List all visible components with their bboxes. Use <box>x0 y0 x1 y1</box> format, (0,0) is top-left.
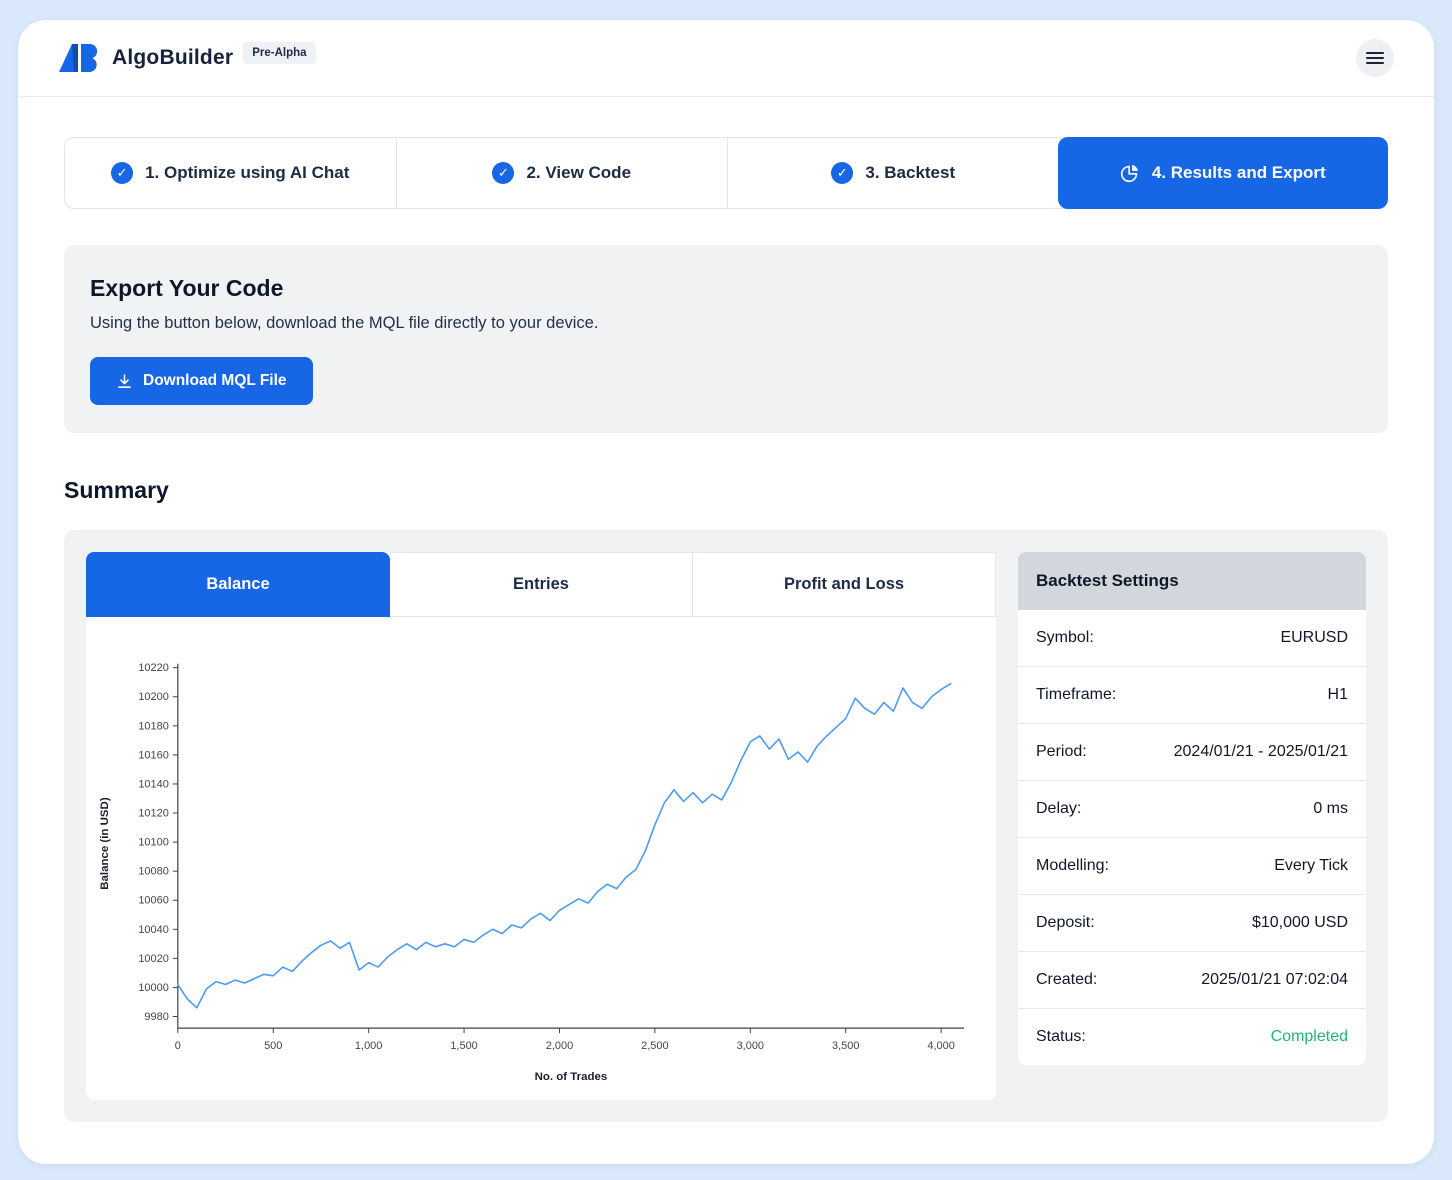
balance-chart-svg: 9980 10000 10020 10040 10060 10080 10100 10120 1… <box>99 662 965 1083</box>
step-label: 1. Optimize using AI Chat <box>145 163 350 182</box>
step-nav: ✓ 1. Optimize using AI Chat ✓ 2. View Co… <box>64 137 1388 209</box>
row-label: Created: <box>1036 971 1098 988</box>
chart-tabs: Balance Entries Profit and Loss <box>86 552 996 617</box>
row-value: 2025/01/21 07:02:04 <box>1201 971 1348 988</box>
row-value: EURUSD <box>1280 629 1348 646</box>
menu-button[interactable] <box>1356 39 1394 77</box>
tab-balance[interactable]: Balance <box>86 552 390 617</box>
svg-text:0: 0 <box>175 1040 181 1052</box>
svg-text:10160: 10160 <box>138 749 169 761</box>
row-label: Delay: <box>1036 800 1082 817</box>
row-value: H1 <box>1327 686 1348 703</box>
export-description: Using the button below, download the MQL… <box>90 314 599 332</box>
algobuilder-logo-icon <box>59 44 98 72</box>
row-value: 0 ms <box>1313 800 1348 817</box>
svg-text:No. of Trades: No. of Trades <box>535 1071 608 1083</box>
export-section: Export Your Code Using the button below,… <box>64 245 1388 433</box>
settings-row-symbol: Symbol: EURUSD <box>1018 610 1366 667</box>
settings-row-period: Period: 2024/01/21 - 2025/01/21 <box>1018 724 1366 781</box>
backtest-settings-panel: Backtest Settings Symbol: EURUSD Timefra… <box>1018 552 1366 1065</box>
settings-row-modelling: Modelling: Every Tick <box>1018 838 1366 895</box>
tab-profit-loss[interactable]: Profit and Loss <box>693 552 996 617</box>
download-button-label: Download MQL File <box>143 372 287 389</box>
svg-text:10100: 10100 <box>138 837 169 849</box>
svg-text:10140: 10140 <box>138 778 169 790</box>
backtest-settings-title: Backtest Settings <box>1018 552 1366 610</box>
svg-text:10040: 10040 <box>138 924 169 936</box>
chart-card: Balance Entries Profit and Loss 9980 1000… <box>86 552 996 1100</box>
row-label: Period: <box>1036 743 1087 760</box>
app-title: AlgoBuilder <box>112 46 234 69</box>
balance-chart: 9980 10000 10020 10040 10060 10080 10100 10120 1… <box>86 617 996 1100</box>
app-header: AlgoBuilder Pre-Alpha <box>18 20 1434 97</box>
svg-text:3,500: 3,500 <box>832 1040 859 1052</box>
settings-row-created: Created: 2025/01/21 07:02:04 <box>1018 952 1366 1009</box>
export-title: Export Your Code <box>90 275 284 301</box>
svg-text:10120: 10120 <box>138 808 169 820</box>
row-value: Every Tick <box>1274 857 1348 874</box>
download-icon <box>118 373 131 388</box>
svg-text:10080: 10080 <box>138 866 169 878</box>
svg-text:10220: 10220 <box>138 662 169 674</box>
step-label: 2. View Code <box>526 163 632 182</box>
brand: AlgoBuilder Pre-Alpha <box>58 42 316 73</box>
hamburger-icon <box>1366 52 1384 64</box>
download-mql-button[interactable]: Download MQL File <box>90 357 313 405</box>
svg-text:Balance (in USD): Balance (in USD) <box>99 797 111 890</box>
row-label: Modelling: <box>1036 857 1109 874</box>
pie-chart-icon <box>1120 163 1140 183</box>
svg-text:4,000: 4,000 <box>927 1040 954 1052</box>
step-label: 3. Backtest <box>865 163 956 182</box>
settings-row-timeframe: Timeframe: H1 <box>1018 667 1366 724</box>
step-backtest[interactable]: ✓ 3. Backtest <box>727 138 1059 208</box>
check-circle-icon: ✓ <box>111 162 134 184</box>
row-label: Deposit: <box>1036 914 1095 931</box>
svg-text:10200: 10200 <box>138 691 169 703</box>
settings-row-status: Status: Completed <box>1018 1009 1366 1065</box>
pre-alpha-badge: Pre-Alpha <box>243 42 316 64</box>
svg-text:9980: 9980 <box>144 1011 168 1023</box>
svg-text:500: 500 <box>264 1040 282 1052</box>
svg-text:10020: 10020 <box>138 953 169 965</box>
svg-text:10060: 10060 <box>138 895 169 907</box>
row-label: Timeframe: <box>1036 686 1117 703</box>
summary-section: Balance Entries Profit and Loss 9980 1000… <box>64 530 1388 1122</box>
summary-title: Summary <box>64 477 169 503</box>
settings-row-delay: Delay: 0 ms <box>1018 781 1366 838</box>
row-value: $10,000 USD <box>1251 914 1348 931</box>
tab-entries[interactable]: Entries <box>390 552 693 617</box>
svg-text:2,500: 2,500 <box>641 1040 668 1052</box>
svg-text:1,500: 1,500 <box>450 1040 477 1052</box>
step-results-export[interactable]: 4. Results and Export <box>1057 137 1388 209</box>
check-circle-icon: ✓ <box>492 162 515 184</box>
main-content: ✓ 1. Optimize using AI Chat ✓ 2. View Co… <box>18 137 1434 1164</box>
row-label: Symbol: <box>1036 629 1094 646</box>
step-view-code[interactable]: ✓ 2. View Code <box>395 138 728 208</box>
svg-text:10180: 10180 <box>138 720 169 732</box>
app-window: AlgoBuilder Pre-Alpha ✓ 1. Optimize u <box>18 20 1434 1164</box>
svg-text:3,000: 3,000 <box>737 1040 764 1052</box>
check-circle-icon: ✓ <box>831 162 854 184</box>
svg-text:2,000: 2,000 <box>546 1040 573 1052</box>
svg-text:1,000: 1,000 <box>355 1040 382 1052</box>
status-badge: Completed <box>1270 1028 1348 1045</box>
row-label: Status: <box>1036 1028 1086 1045</box>
settings-row-deposit: Deposit: $10,000 USD <box>1018 895 1366 952</box>
step-optimize[interactable]: ✓ 1. Optimize using AI Chat <box>65 138 396 208</box>
row-value: 2024/01/21 - 2025/01/21 <box>1173 743 1348 760</box>
step-label: 4. Results and Export <box>1151 163 1326 182</box>
svg-text:10000: 10000 <box>138 982 169 994</box>
